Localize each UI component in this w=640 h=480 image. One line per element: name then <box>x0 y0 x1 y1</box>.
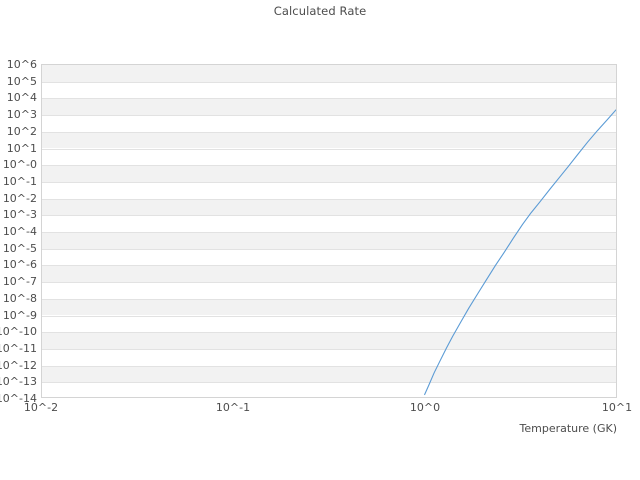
plot-area <box>41 64 617 398</box>
y-tick-label: 10^-7 <box>2 275 37 289</box>
gridline <box>42 165 616 167</box>
gridline <box>42 332 616 334</box>
grid-band <box>42 232 616 249</box>
y-tick-label: 10^-8 <box>2 291 37 305</box>
gridline <box>42 315 616 317</box>
gridline <box>42 98 616 100</box>
grid-band <box>42 198 616 216</box>
gridline <box>42 215 616 217</box>
y-tick-label: 10^-1 <box>2 174 37 188</box>
gridline <box>42 298 616 300</box>
gridline <box>42 198 616 200</box>
gridline <box>42 248 616 250</box>
y-tick-label: 10^1 <box>6 141 37 155</box>
gridline <box>42 81 616 83</box>
y-tick-label: 10^-9 <box>2 308 37 322</box>
y-tick-label: 10^-13 <box>0 375 37 389</box>
grid-band <box>42 265 616 283</box>
gridline <box>42 382 616 384</box>
grid-band <box>42 332 616 349</box>
y-tick-label: 10^-12 <box>0 358 37 372</box>
gridline <box>42 282 616 284</box>
grid-band <box>42 65 616 82</box>
gridline <box>42 131 616 133</box>
data-series-layer <box>424 109 616 396</box>
gridline <box>42 115 616 117</box>
grid-band <box>42 131 616 149</box>
y-tick-label: 10^-11 <box>0 341 37 355</box>
x-tick-label: 10^1 <box>601 401 633 414</box>
y-tick-label: 10^-2 <box>2 191 37 205</box>
y-tick-label: 10^6 <box>6 58 37 71</box>
gridline <box>42 181 616 183</box>
grid-band <box>42 98 616 116</box>
y-tick-label: 10^-3 <box>2 208 37 222</box>
y-tick-label: 10^2 <box>6 124 37 138</box>
chart-title: Calculated Rate <box>273 4 367 18</box>
y-tick-label: 10^-5 <box>2 241 37 255</box>
y-tick-label: 10^-0 <box>2 158 37 172</box>
x-axis-title: Temperature (GK) <box>519 422 618 435</box>
gridline <box>42 148 616 150</box>
x-tick-label: 10^-1 <box>215 401 251 414</box>
gridline <box>42 365 616 367</box>
y-tick-label: 10^-14 <box>0 392 37 405</box>
line-series-calculated-rate <box>424 109 616 396</box>
x-axis-tick-labels: 10^-2 10^-1 10^0 10^1 <box>24 401 632 418</box>
grid-band <box>42 365 616 383</box>
y-tick-label: 10^-10 <box>0 325 37 339</box>
gridline <box>42 232 616 233</box>
y-tick-label: 10^3 <box>6 108 37 122</box>
grid-band <box>42 165 616 182</box>
y-tick-label: 10^-6 <box>2 258 37 272</box>
x-tick-label: 10^0 <box>409 401 441 414</box>
x-tick-label: 10^-2 <box>23 401 59 414</box>
y-tick-label: 10^-4 <box>2 225 37 238</box>
gridline <box>42 348 616 350</box>
y-tick-label: 10^5 <box>6 74 37 88</box>
y-tick-label: 10^4 <box>6 91 37 105</box>
gridline <box>42 265 616 267</box>
y-axis-tick-labels: 10^6 10^5 10^4 10^3 10^2 10^1 10^-0 10^-1 10^-2 1… <box>0 59 37 404</box>
